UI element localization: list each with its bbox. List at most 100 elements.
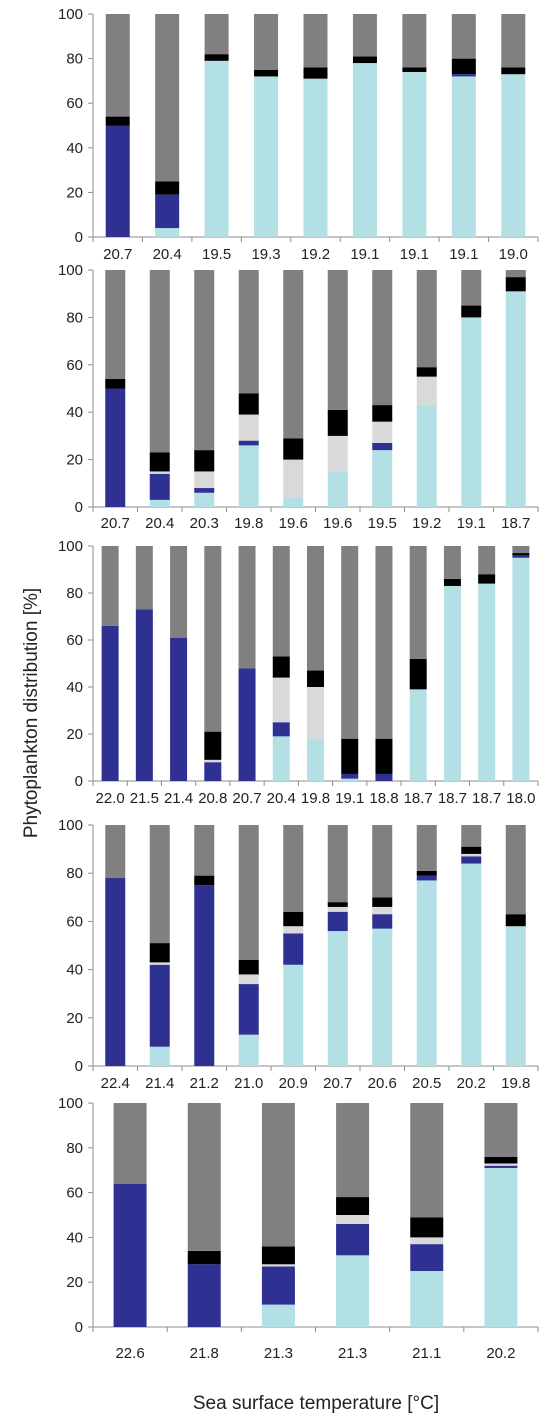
bar-segment-dark-blue	[105, 878, 126, 1066]
bar-segment-light-gray	[238, 414, 259, 441]
bar-segment-light-gray	[194, 471, 215, 489]
bar-segment-gray	[105, 14, 130, 117]
x-tick-label: 19.1	[350, 246, 379, 263]
bar-segment-gray	[307, 546, 324, 671]
panels: 0 20 40 60 80 100 20.7 20.4 19.5 19.3 19.2 19.1 19.1…	[58, 6, 539, 1362]
bar-segment-light-gray	[327, 435, 348, 472]
x-tick-label: 20.7	[232, 790, 261, 807]
bar-segment-black	[501, 67, 526, 75]
x-tick-label: 19.1	[400, 246, 429, 263]
bar-segment-gray	[204, 546, 222, 732]
x-tick-label: 19.8	[501, 1075, 530, 1092]
bar-segment-light-blue	[272, 736, 290, 781]
bar-segment-black	[149, 452, 170, 472]
bar-segment-black	[402, 67, 427, 72]
bar-segment-black	[187, 1250, 221, 1265]
bar-segment-gray	[105, 270, 126, 380]
y-tick-label: 80	[66, 865, 83, 882]
bar-segment-light-blue	[478, 583, 496, 781]
bar-segment-dark-blue	[149, 473, 170, 500]
y-tick-label: 100	[58, 6, 83, 23]
bar-segment-light-blue	[461, 317, 482, 507]
bar-segment-black	[443, 578, 461, 586]
bar-segment-gray	[478, 546, 496, 575]
bar-segment-dark-blue	[105, 125, 130, 237]
bar-segment-light-blue	[451, 76, 476, 237]
bar-segment-gray	[461, 270, 482, 306]
y-tick-label: 0	[75, 229, 83, 246]
x-tick-label: 18.7	[501, 515, 530, 532]
bar-segment-light-gray	[372, 906, 393, 915]
bar-segment-black	[327, 409, 348, 436]
x-axis-title: Sea surface temperature [°C]	[193, 1393, 439, 1414]
bar-segment-black	[461, 305, 482, 318]
bar-segment-gray	[238, 546, 256, 669]
x-tick-label: 20.4	[153, 246, 182, 263]
bar-segment-dark-blue	[194, 885, 215, 1066]
bar-segment-black	[409, 658, 427, 690]
bar-segment-light-blue	[194, 492, 215, 507]
y-tick-label: 60	[66, 95, 83, 112]
bar-segment-light-blue	[352, 63, 377, 238]
bar-segment-black	[461, 846, 482, 854]
bar-segment-gray	[352, 14, 377, 57]
x-tick-label: 20.7	[101, 515, 130, 532]
bar-segment-gray	[416, 270, 437, 368]
x-tick-label: 20.9	[279, 1075, 308, 1092]
y-tick-label: 100	[58, 817, 83, 834]
bar-segment-black	[149, 943, 170, 963]
bar-segment-gray	[336, 1103, 370, 1198]
bar-segment-gray	[155, 14, 180, 182]
bar-segment-light-gray	[261, 1264, 295, 1267]
bar-segment-light-blue	[254, 76, 279, 237]
bar-segment-gray	[375, 546, 393, 739]
bar-segment-light-gray	[149, 471, 170, 474]
y-tick-label: 80	[66, 1140, 83, 1157]
bar-segment-gray	[327, 825, 348, 903]
bar-segment-light-blue	[372, 928, 393, 1066]
bar-segment-light-blue	[238, 445, 259, 507]
x-tick-label: 19.6	[279, 515, 308, 532]
bar-segment-dark-blue	[113, 1183, 147, 1327]
bar-segment-gray	[135, 546, 153, 610]
x-tick-label: 20.2	[486, 1345, 515, 1362]
bar-segment-light-blue	[505, 926, 526, 1066]
bar-segment-light-gray	[372, 421, 393, 444]
bar-segment-light-blue	[409, 689, 427, 781]
bar-segment-black	[238, 959, 259, 975]
bar-segment-gray	[194, 270, 215, 451]
bar-segment-light-blue	[283, 497, 304, 507]
bar-segment-light-blue	[410, 1271, 444, 1327]
x-tick-label: 21.5	[130, 790, 159, 807]
bar-segment-light-blue	[336, 1255, 370, 1327]
bar-segment-black	[478, 574, 496, 584]
bar-segment-light-blue	[416, 880, 437, 1066]
y-tick-label: 100	[58, 538, 83, 555]
bar-segment-dark-blue	[372, 443, 393, 451]
bar-segment-black	[336, 1197, 370, 1215]
chart-panel-3: 0 20 40 60 80 100 22.0 21.5 21.4 20.8 20.7 20.4 19.8…	[58, 538, 539, 807]
y-tick-label: 20	[66, 726, 83, 743]
bar-segment-dark-blue	[105, 388, 126, 507]
bar-segment-gray	[254, 14, 279, 70]
y-tick-label: 60	[66, 1185, 83, 1202]
x-tick-label: 18.7	[472, 790, 501, 807]
bar-segment-gray	[341, 546, 359, 739]
y-tick-label: 20	[66, 1274, 83, 1291]
x-tick-label: 18.8	[369, 790, 398, 807]
x-tick-label: 21.8	[190, 1345, 219, 1362]
bar-segment-black	[194, 450, 215, 472]
bar-segment-light-blue	[327, 471, 348, 507]
bar-segment-light-blue	[501, 74, 526, 238]
y-tick-label: 0	[75, 1319, 83, 1336]
bar-segment-black	[505, 914, 526, 927]
x-tick-label: 19.0	[499, 246, 528, 263]
bar-segment-black	[303, 67, 328, 79]
bar-segment-light-gray	[283, 459, 304, 498]
bar-segment-gray	[461, 825, 482, 847]
x-tick-label: 20.7	[103, 246, 132, 263]
bar-segment-gray	[303, 14, 328, 68]
y-tick-label: 20	[66, 184, 83, 201]
bar-segment-gray	[443, 546, 461, 579]
bar-segment-black	[505, 277, 526, 292]
